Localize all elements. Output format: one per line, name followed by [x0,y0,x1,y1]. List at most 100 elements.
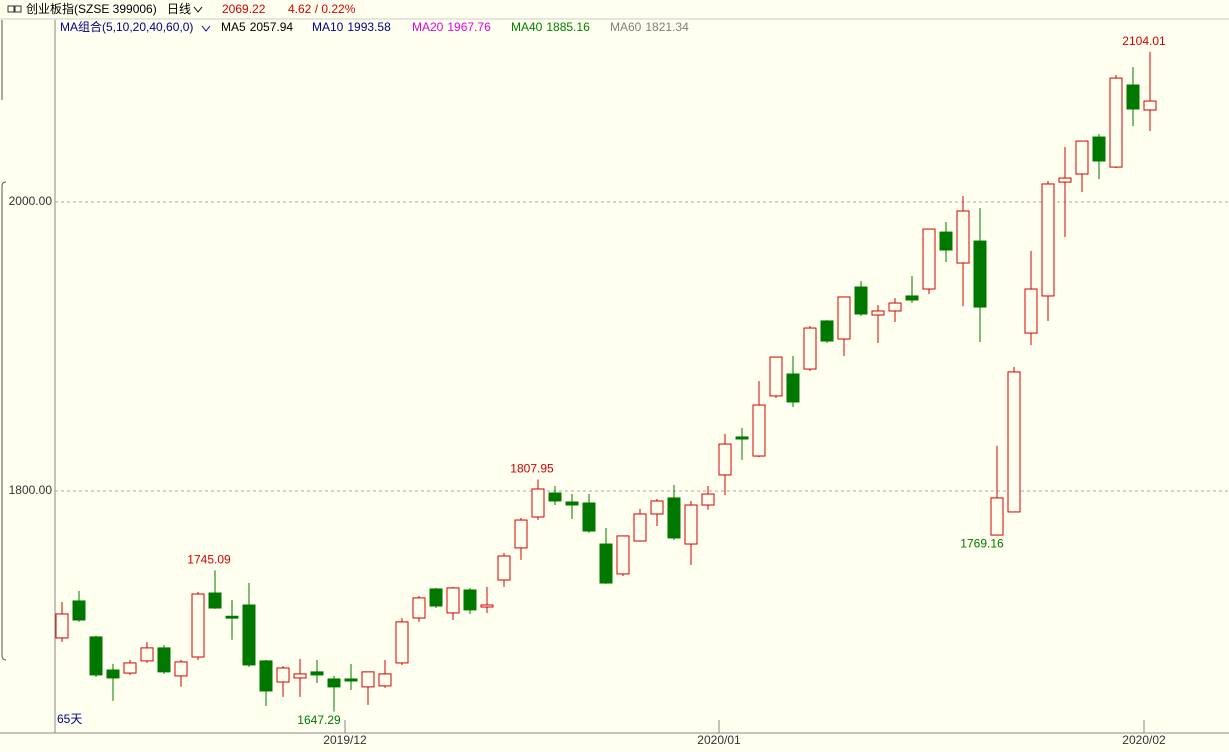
candle-body [956,210,970,264]
candle-body [106,669,120,679]
x-tick-label: 2020/01 [697,733,741,747]
ma-legend-item: MA5 2057.94 [221,20,293,34]
index-title: 创业板指(SZSE 399006) [26,1,157,16]
high-label: 1807.95 [510,462,554,476]
y-tick-label: 1800.00 [9,483,53,497]
candle-body [735,436,749,440]
candle-body [1075,140,1089,175]
candle-body [140,647,154,662]
candle-body [1143,100,1157,111]
candle-body [72,600,86,621]
candle-body [633,513,647,542]
candle-body [905,295,919,301]
candle-body [939,231,953,251]
candle-body [701,493,715,506]
candle-body [667,497,681,539]
candle-body [157,647,171,673]
candle-body [684,504,698,545]
high-label: 2104.01 [1122,34,1166,48]
candle-body [412,597,426,619]
dropdown-arrow[interactable] [201,25,211,32]
candle-body [429,588,443,607]
ma-value: 1993.58 [347,20,391,34]
candle-body [259,660,273,692]
candle-body [344,678,358,682]
candle-body [1126,84,1140,110]
plot-area [55,20,1229,733]
candle-body [276,667,290,683]
candle-body [89,636,103,676]
candle-body [1024,288,1038,334]
candle-body [446,587,460,614]
period[interactable]: 日线 [167,2,191,16]
candle-body [854,286,868,315]
x-tick-label: 2019/12 [323,733,367,747]
ma-legend-item: MA40 1885.16 [511,20,590,34]
ma-name: MA5 [221,20,246,34]
candle-body [497,555,511,581]
candle-body [310,671,324,676]
candle-body [174,661,188,677]
candle-body [565,501,579,506]
candle-body [463,589,477,611]
candle-body [191,593,205,658]
candle-body [531,488,545,518]
candle-body [616,535,630,575]
candle-body [973,240,987,308]
candle-body [242,604,256,666]
candle-body [55,613,69,639]
ma-name: MA60 [610,20,642,34]
change: 4.62 / 0.22% [288,2,356,16]
candle-body [378,673,392,687]
ma-combo[interactable]: MA组合(5,10,20,40,60,0) [60,19,193,34]
y-tick-label: 2000.00 [9,194,53,208]
candle-body [888,302,902,312]
x-tick-label: 2020/02 [1122,733,1166,747]
ma-value: 2057.94 [250,20,294,34]
candle-body [582,502,596,532]
side-bracket [1,20,7,661]
candle-body [1092,136,1106,162]
ma-legend-item: MA20 1967.76 [412,20,491,34]
candle-body [293,673,307,679]
candle-body [786,373,800,403]
candle-body [208,592,222,609]
candle-body [1109,77,1123,168]
candle-body [820,320,834,342]
candle-body [922,228,936,290]
ma-legend-item: MA10 1993.58 [312,20,391,34]
low-label: 1647.29 [297,713,341,727]
ma-name: MA40 [511,20,543,34]
ma-legend-item: MA60 1821.34 [610,20,689,34]
candle-body [803,327,817,370]
candle-body [1007,371,1021,513]
candle-body [769,356,783,397]
high-label: 1745.09 [187,553,231,567]
candle-body [599,543,613,584]
candle-body [650,500,664,515]
window-icon[interactable] [7,5,22,13]
ma-name: MA20 [412,20,444,34]
candle-body [1041,183,1055,297]
candle-body [123,662,137,674]
ma-value: 1885.16 [546,20,590,34]
candle-body [225,615,239,619]
candle-body [871,310,885,316]
low-label: 1769.16 [960,537,1004,551]
candle-body [1058,177,1072,183]
price: 2069.22 [222,2,266,16]
period-label: 65天 [57,712,82,726]
candle-body [718,443,732,476]
candle-body [990,497,1004,536]
candle-body [395,621,409,664]
ma-name: MA10 [312,20,344,34]
candle-body [837,296,851,340]
candle-body [361,671,375,688]
ma-value: 1967.76 [447,20,491,34]
candle-body [327,678,341,688]
candle-body [752,404,766,457]
candle-body [480,604,494,608]
ma-value: 1821.34 [645,20,689,34]
dropdown-arrow[interactable] [193,6,203,13]
